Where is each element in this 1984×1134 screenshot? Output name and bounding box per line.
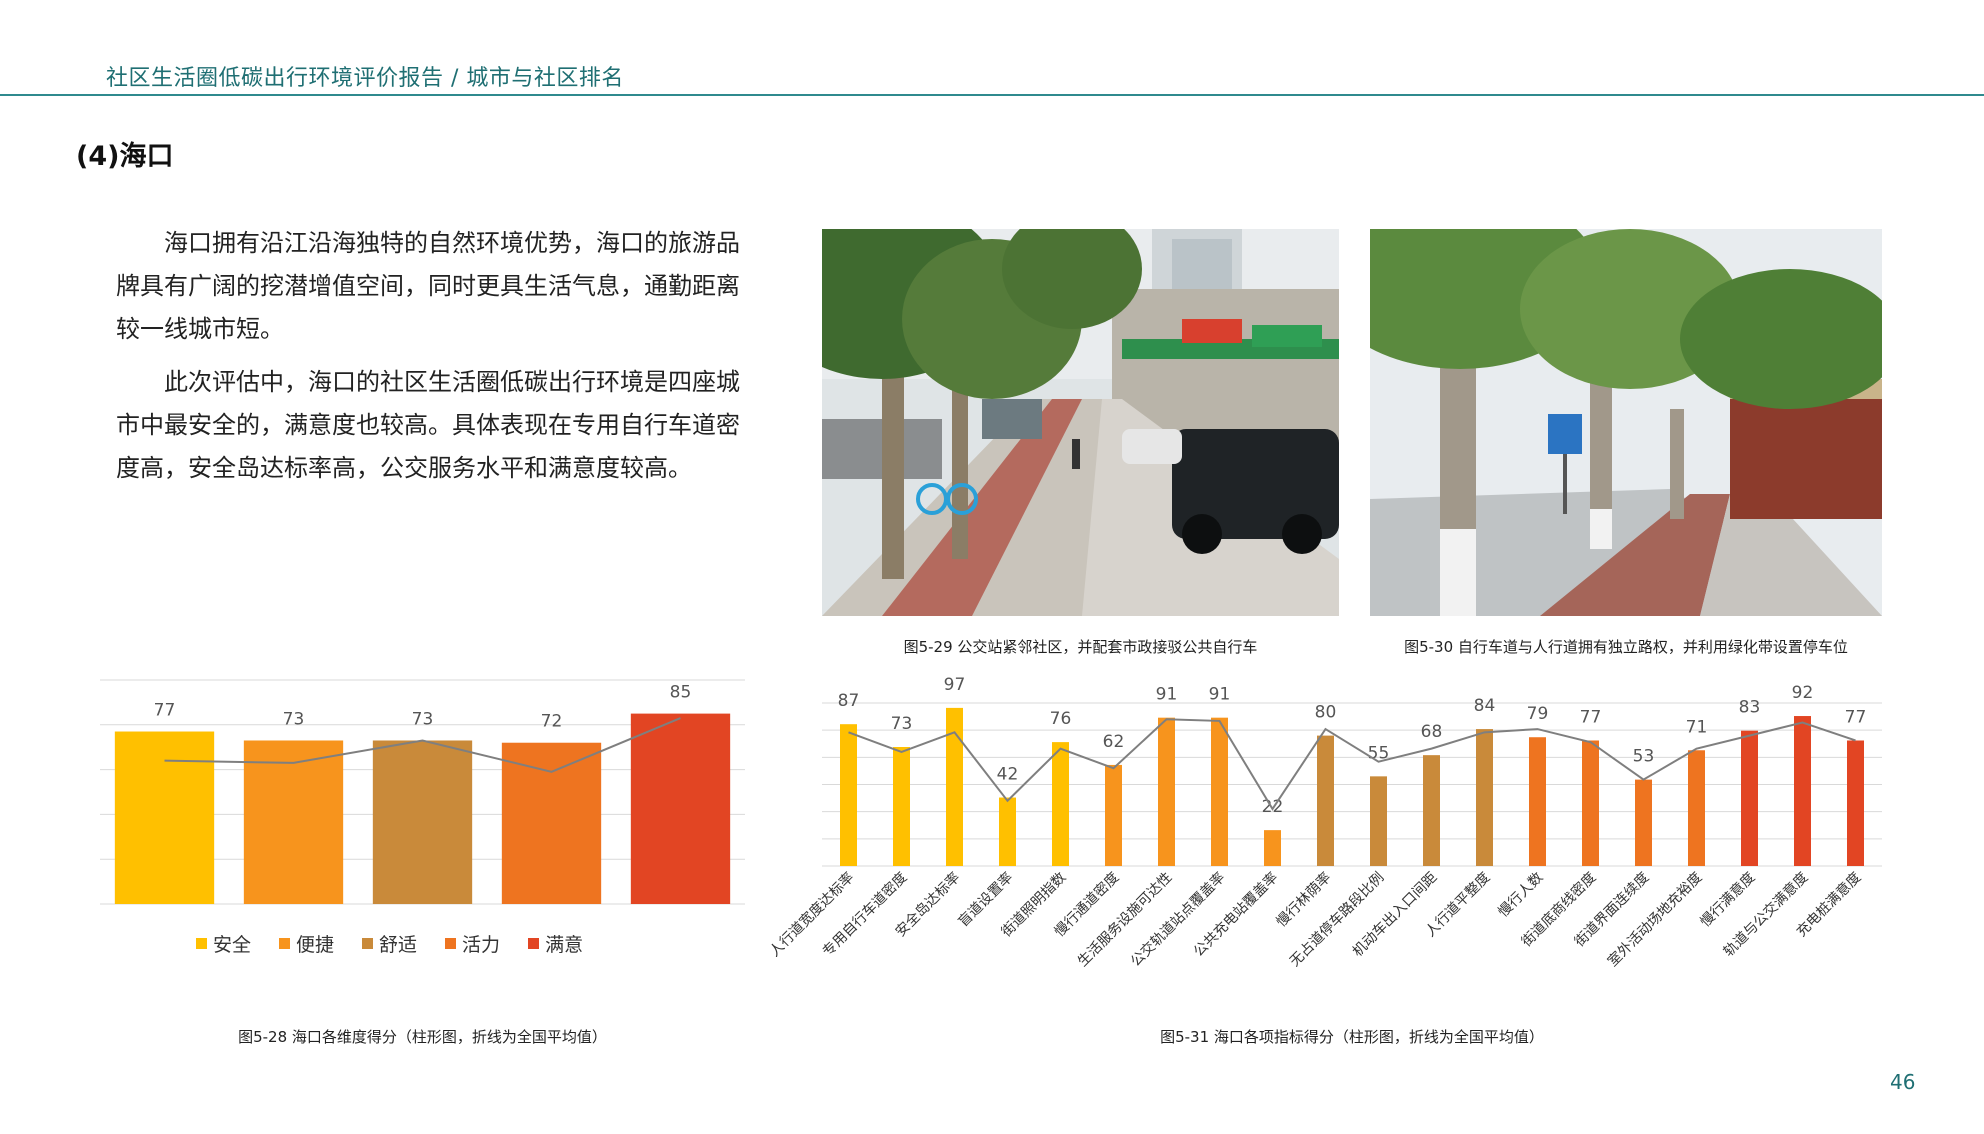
legend-label: 活力 xyxy=(462,934,501,956)
bar-1 xyxy=(840,724,857,866)
tick-label-14: 慢行人数 xyxy=(1495,869,1547,921)
bar-9 xyxy=(1264,830,1281,866)
data-label-20: 77 xyxy=(1845,707,1867,727)
bar-4 xyxy=(501,742,602,904)
data-label-10: 80 xyxy=(1315,703,1337,723)
body-text: 海口拥有沿江沿海独特的自然环境优势，海口的旅游品牌具有广阔的挖潜增值空间，同时更… xyxy=(116,222,746,500)
dimension-score-chart: 77 73 73 72 85 xyxy=(100,679,745,920)
data-label-6: 62 xyxy=(1103,732,1125,752)
page-number: 46 xyxy=(1890,1070,1916,1094)
legend-item-1: 安全 xyxy=(196,930,251,957)
data-label-17: 71 xyxy=(1686,717,1708,737)
chart2-caption: 图5-31 海口各项指标得分（柱形图，折线为全国平均值） xyxy=(1160,1028,1544,1046)
bar-18 xyxy=(1741,730,1758,866)
bar-6 xyxy=(1105,764,1122,866)
data-label-16: 53 xyxy=(1633,747,1655,767)
tick-label-8: 公交轨道站点覆盖率 xyxy=(1127,869,1228,970)
photo-bike-lane xyxy=(1370,229,1882,616)
bar-16 xyxy=(1635,779,1652,866)
legend-item-3: 舒适 xyxy=(362,930,417,957)
photo2-caption: 图5-30 自行车道与人行道拥有独立路权，并利用绿化带设置停车位 xyxy=(1404,638,1848,656)
data-label-19: 92 xyxy=(1792,683,1814,703)
bar-19 xyxy=(1794,716,1811,866)
bar-12 xyxy=(1423,755,1440,866)
bar-11 xyxy=(1370,776,1387,866)
legend-label: 安全 xyxy=(213,934,252,956)
average-line xyxy=(848,718,1856,811)
data-label-7: 91 xyxy=(1156,685,1178,705)
legend-label: 便捷 xyxy=(296,934,335,956)
data-label-4: 72 xyxy=(541,712,563,732)
bar-14 xyxy=(1529,737,1546,866)
data-label-15: 77 xyxy=(1580,707,1602,727)
legend-swatch xyxy=(279,938,291,949)
legend-swatch xyxy=(362,938,374,949)
bar-15 xyxy=(1582,740,1599,866)
data-label-2: 73 xyxy=(283,709,305,729)
photo1-caption: 图5-29 公交站紧邻社区，并配套市政接驳公共自行车 xyxy=(903,638,1258,656)
bar-2 xyxy=(243,740,344,904)
data-label-2: 73 xyxy=(891,714,913,734)
data-label-5: 76 xyxy=(1050,709,1072,729)
bar-17 xyxy=(1688,750,1705,866)
legend-swatch xyxy=(196,938,207,949)
legend-item-2: 便捷 xyxy=(279,930,334,957)
data-label-14: 79 xyxy=(1527,704,1549,724)
tick-label-11: 无占道停车路段比例 xyxy=(1286,869,1387,970)
bar-5 xyxy=(1052,742,1069,866)
bar-7 xyxy=(1158,717,1175,866)
paragraph-2: 此次评估中，海口的社区生活圈低碳出行环境是四座城市中最安全的，满意度也较高。具体… xyxy=(116,368,740,482)
photo-bus-stop-street xyxy=(822,229,1339,616)
bar-13 xyxy=(1476,729,1493,866)
data-label-5: 85 xyxy=(670,683,692,703)
chart1-caption: 图5-28 海口各维度得分（柱形图，折线为全国平均值） xyxy=(238,1028,607,1046)
bar-3 xyxy=(946,707,963,866)
bar-4 xyxy=(999,797,1016,866)
data-label-12: 68 xyxy=(1421,722,1443,742)
legend-label: 舒适 xyxy=(379,934,418,956)
bar-8 xyxy=(1211,717,1228,866)
bar-10 xyxy=(1317,735,1334,866)
header-title: 社区生活圈低碳出行环境评价报告 / 城市与社区排名 xyxy=(106,66,624,91)
paragraph-1: 海口拥有沿江沿海独特的自然环境优势，海口的旅游品牌具有广阔的挖潜增值空间，同时更… xyxy=(116,229,740,343)
tick-label-17: 室外活动场地充裕度 xyxy=(1604,869,1705,970)
indicator-score-chart: 87 人行道宽度达标率 73 专用自行车道密度 97 安全岛达标率 42 盲道设置率 76 街道照… xyxy=(766,675,1882,1000)
dimension-chart-legend: 安全 便捷 舒适 活力 满意 xyxy=(196,930,583,957)
bar-2 xyxy=(893,747,910,866)
legend-item-4: 活力 xyxy=(445,930,500,957)
bar-20 xyxy=(1847,740,1864,866)
legend-label: 满意 xyxy=(545,934,584,956)
data-label-8: 91 xyxy=(1209,685,1231,705)
bar-3 xyxy=(372,740,473,904)
data-label-3: 97 xyxy=(944,675,966,695)
legend-item-5: 满意 xyxy=(528,930,583,957)
data-label-3: 73 xyxy=(412,709,434,729)
legend-swatch xyxy=(528,938,540,949)
average-line xyxy=(164,717,681,773)
bar-1 xyxy=(114,731,215,904)
section-title: (4)海口 xyxy=(76,141,174,172)
data-label-1: 77 xyxy=(154,701,176,721)
legend-swatch xyxy=(445,938,457,949)
data-label-18: 83 xyxy=(1739,698,1761,718)
tick-label-7: 生活服务设施可达性 xyxy=(1075,870,1175,970)
bar-5 xyxy=(630,713,731,904)
data-label-4: 42 xyxy=(997,765,1019,785)
data-label-1: 87 xyxy=(838,691,860,711)
header-divider xyxy=(0,94,1984,96)
data-label-13: 84 xyxy=(1474,696,1496,716)
